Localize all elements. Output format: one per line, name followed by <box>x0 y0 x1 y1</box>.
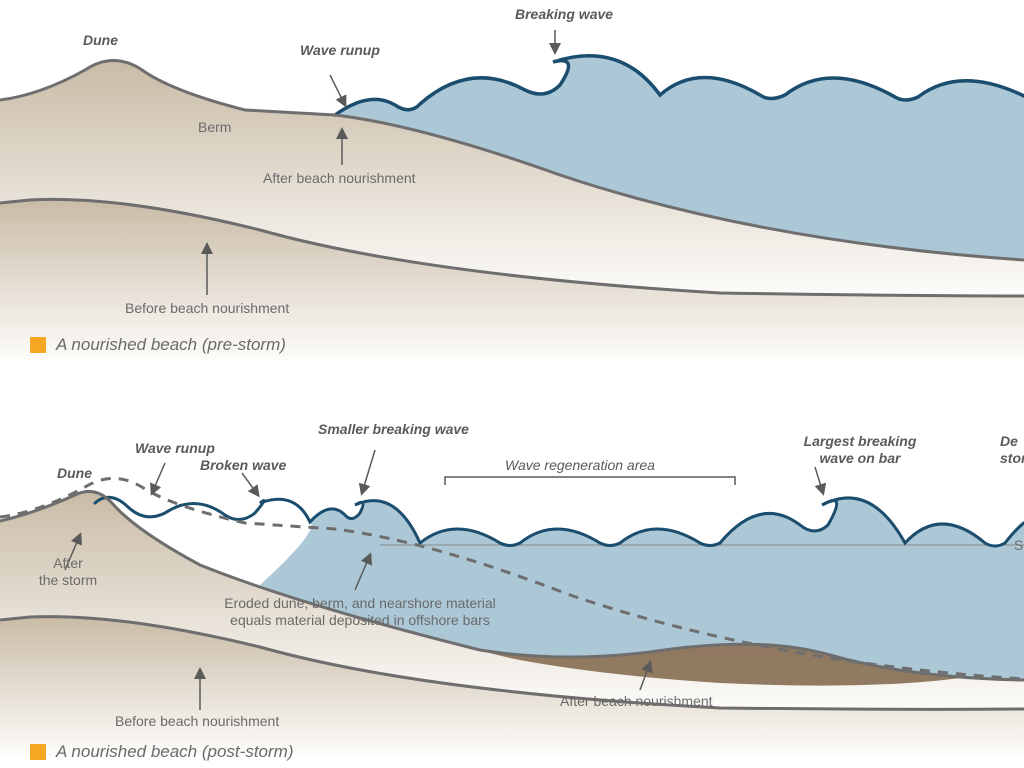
label-wave-runup-2: Wave runup <box>135 440 215 457</box>
label-eroded: Eroded dune, berm, and nearshore materia… <box>195 595 525 629</box>
legend-square-icon <box>30 744 46 760</box>
label-sea-s: S <box>1014 537 1023 554</box>
arrow-broken-wave <box>242 473 258 495</box>
label-broken-wave: Broken wave <box>200 457 286 474</box>
label-before-nourishment: Before beach nourishment <box>125 300 289 317</box>
label-wave-runup: Wave runup <box>300 42 380 59</box>
label-deep-partial: Destor <box>1000 433 1024 467</box>
label-dune: Dune <box>83 32 118 49</box>
legend-square-icon <box>30 337 46 353</box>
label-smaller-breaking: Smaller breaking wave <box>318 421 469 438</box>
label-dune-2: Dune <box>57 465 92 482</box>
caption-pre-storm-row: A nourished beach (pre-storm) <box>30 335 286 355</box>
label-after-nourishment-2: After beach nourishment <box>560 693 713 710</box>
label-after-storm: Afterthe storm <box>33 555 103 589</box>
label-breaking-wave: Breaking wave <box>515 6 613 23</box>
label-wave-regen: Wave regeneration area <box>505 457 655 474</box>
panel-post-storm: Dune Wave runup Broken wave Smaller brea… <box>0 395 1024 755</box>
arrow-wave-runup <box>330 75 345 105</box>
caption-post-storm: A nourished beach (post-storm) <box>56 742 293 762</box>
label-before-nourishment-2: Before beach nourishment <box>115 713 279 730</box>
caption-post-storm-row: A nourished beach (post-storm) <box>30 742 293 762</box>
label-after-nourishment: After beach nourishment <box>263 170 416 187</box>
wave-regen-bracket <box>445 477 735 485</box>
label-largest-breaking: Largest breakingwave on bar <box>790 433 930 467</box>
arrow-smaller-breaking <box>362 450 375 493</box>
caption-pre-storm: A nourished beach (pre-storm) <box>56 335 286 355</box>
arrow-largest-breaking <box>815 467 823 493</box>
arrow-wave-runup-2 <box>152 463 165 493</box>
label-berm: Berm <box>198 119 231 136</box>
panel-pre-storm: Dune Wave runup Breaking wave Berm After… <box>0 0 1024 360</box>
